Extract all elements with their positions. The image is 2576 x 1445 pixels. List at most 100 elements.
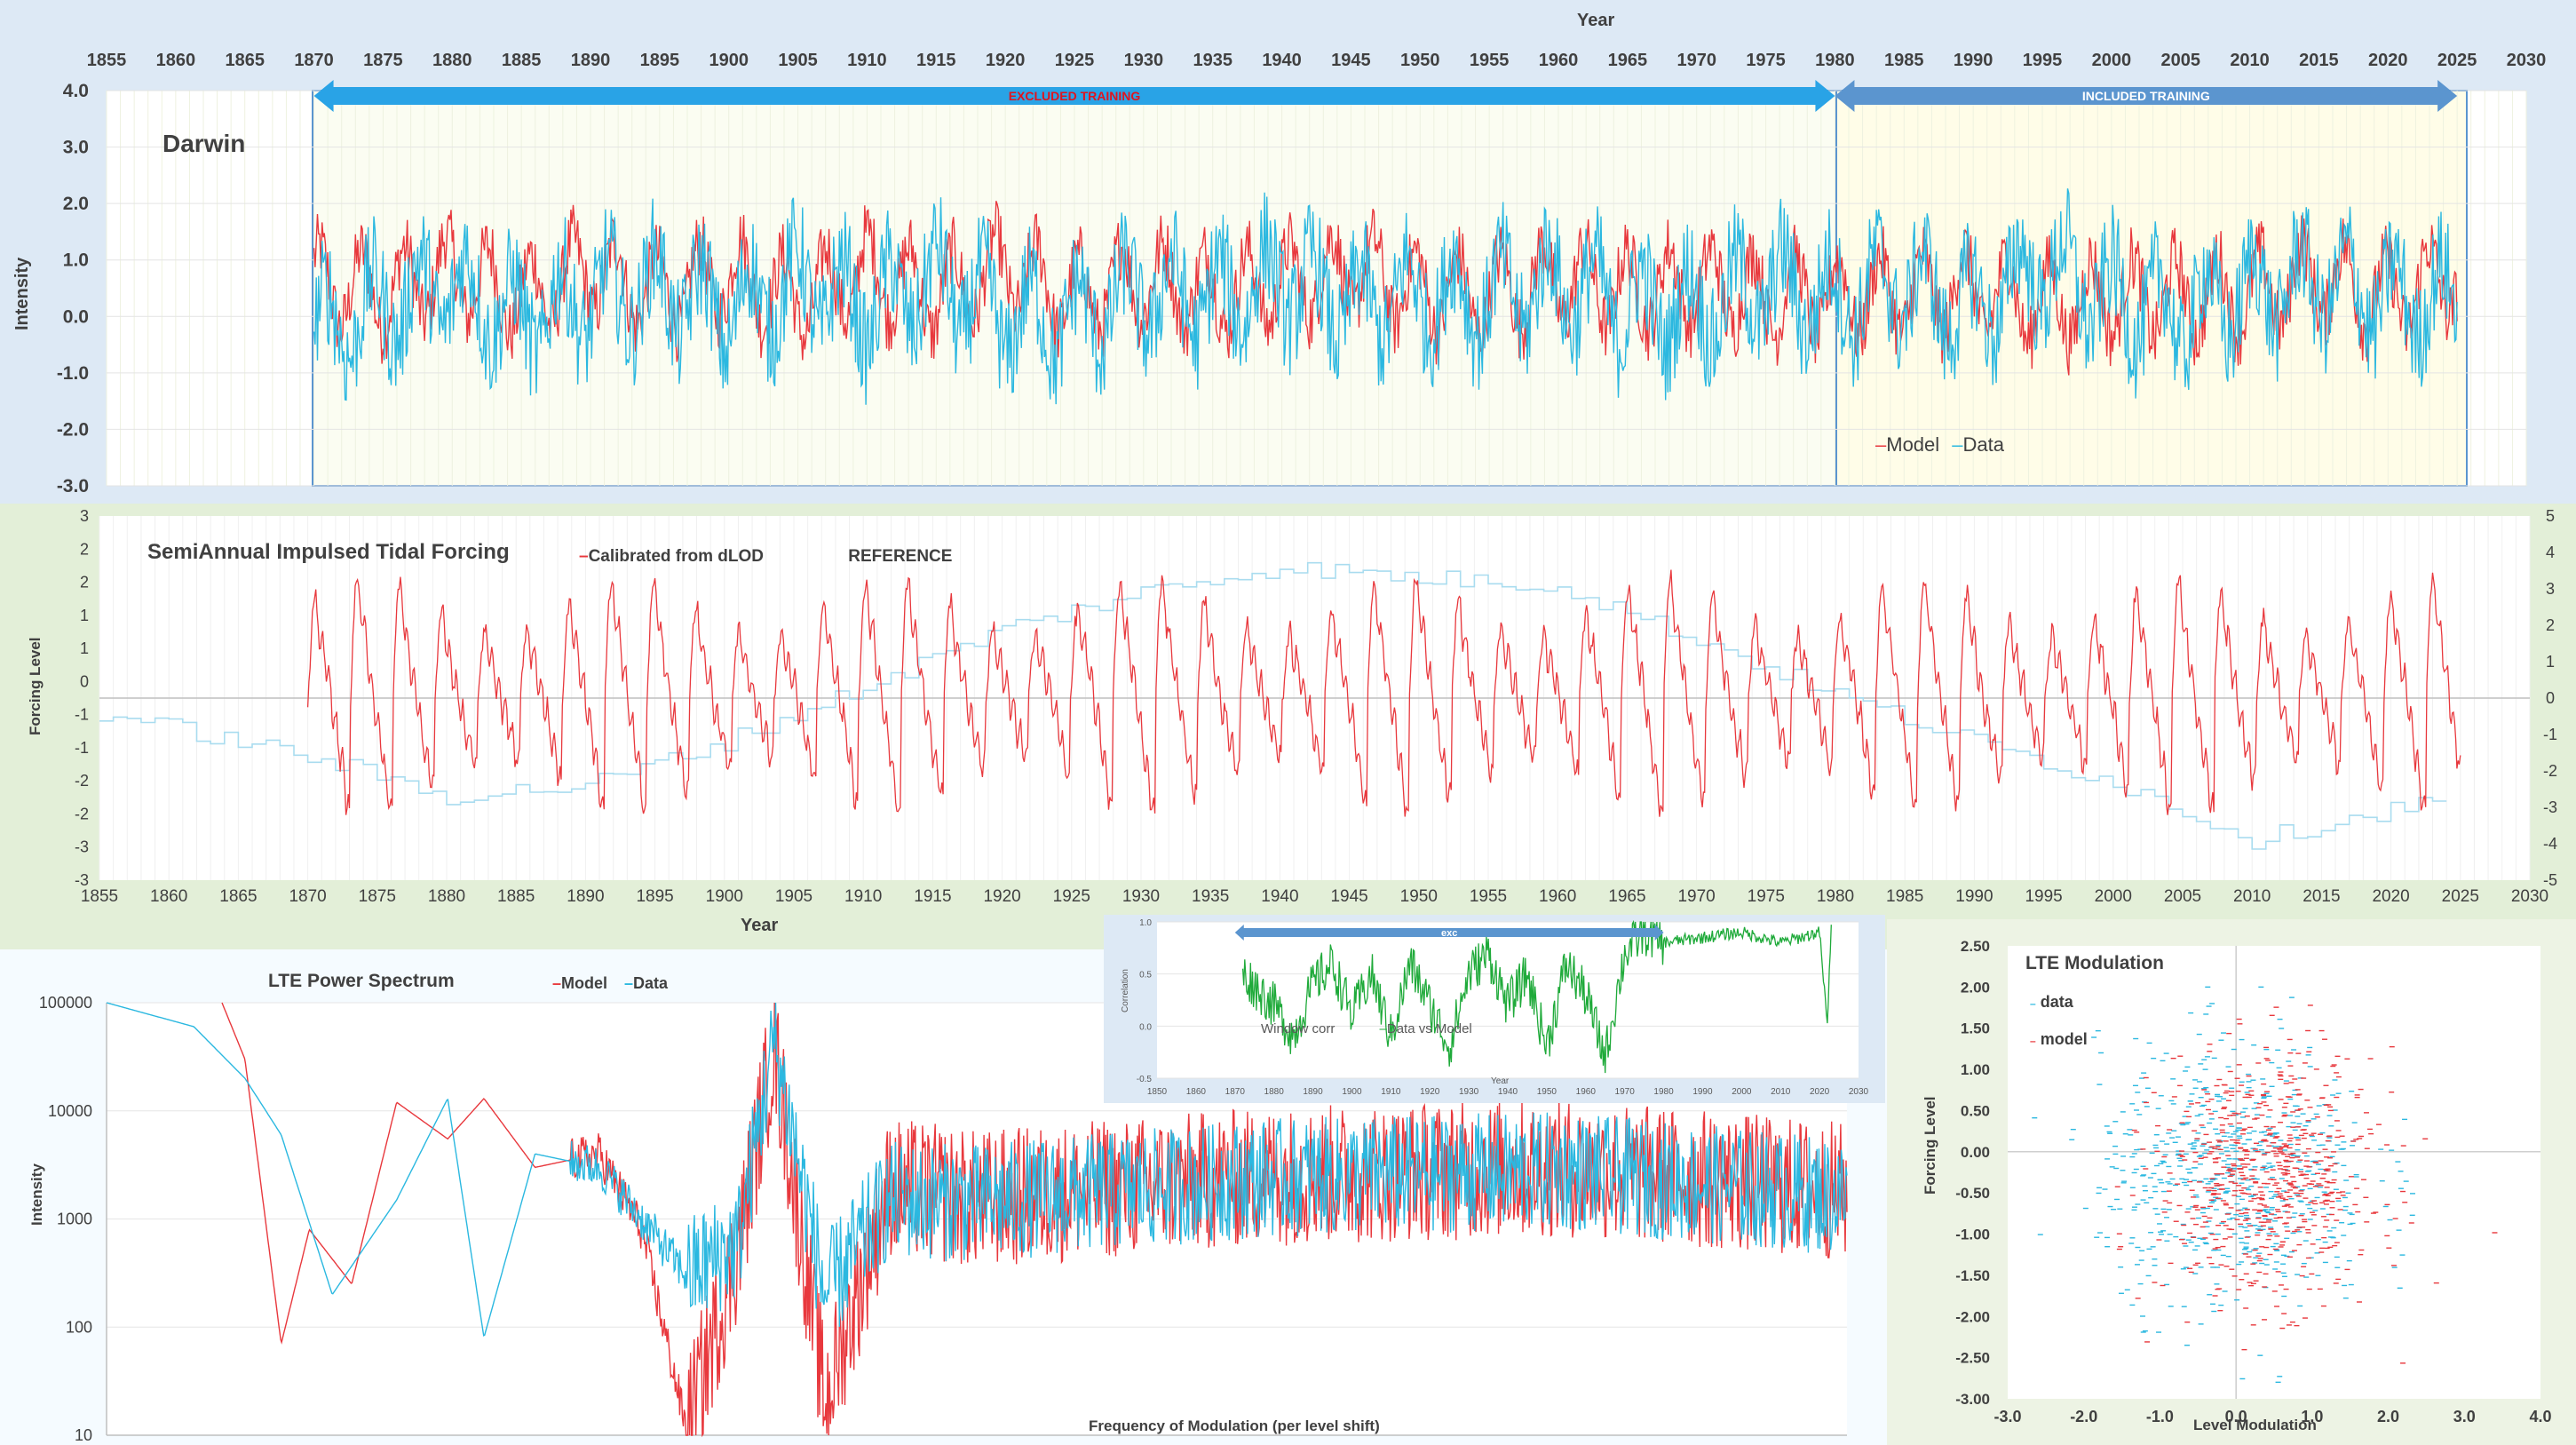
x-tick-label: 1970 bbox=[1677, 887, 1715, 906]
y-tick-label: -2.50 bbox=[1955, 1350, 1990, 1367]
x-tick-label: 1935 bbox=[1193, 51, 1233, 70]
y-tick-label: -3.00 bbox=[1955, 1391, 1990, 1408]
x-tick-label: 1885 bbox=[497, 887, 535, 906]
x-tick-label: 1.0 bbox=[2301, 1408, 2323, 1425]
darwin-chart: EXCLUDED TRAINING INCLUDED TRAINING 1855 1… bbox=[57, 51, 2547, 496]
spectrum-x-axis-label: Frequency of Modulation (per level shift… bbox=[1089, 1417, 1380, 1434]
legend-spectrum-model-swatch: – bbox=[552, 974, 562, 992]
x-tick-label: 2010 bbox=[2230, 51, 2270, 70]
x-tick-label: 1950 bbox=[1400, 51, 1440, 70]
x-tick-label: 1970 bbox=[1615, 1087, 1636, 1097]
y-tick-label: 1 bbox=[80, 639, 89, 657]
x-tick-label: 1890 bbox=[567, 887, 604, 906]
legend-spectrum-data-label: Data bbox=[633, 974, 669, 992]
y-tick-label: -1.0 bbox=[57, 363, 89, 384]
x-tick-label: 1975 bbox=[1748, 887, 1785, 906]
forcing-legend: –Calibrated from dLOD REFERENCE bbox=[579, 547, 952, 567]
x-tick-label: 1945 bbox=[1330, 887, 1367, 906]
x-tick-label: 1895 bbox=[636, 887, 673, 906]
x-tick-label: 1905 bbox=[778, 51, 818, 70]
y-tick-label: 3.0 bbox=[63, 138, 89, 158]
x-tick-label: 1985 bbox=[1884, 51, 1924, 70]
spectrum-chart-title: LTE Power Spectrum bbox=[268, 971, 455, 991]
x-tick-label: 1965 bbox=[1608, 51, 1648, 70]
y2-tick-label: -5 bbox=[2543, 871, 2557, 889]
legend-calibrated-label: Calibrated from dLOD bbox=[588, 547, 764, 566]
x-tick-label: 2025 bbox=[2437, 51, 2477, 70]
x-tick-label: 1940 bbox=[1498, 1087, 1518, 1097]
series-line-calibrated bbox=[306, 569, 2461, 817]
y-tick-label: 3 bbox=[80, 507, 89, 525]
y-tick-label: 2.0 bbox=[63, 194, 89, 214]
y2-tick-label: 5 bbox=[2546, 507, 2555, 525]
x-tick-label: 1965 bbox=[1608, 887, 1645, 906]
x-tick-label: 2000 bbox=[2092, 51, 2132, 70]
spectrum-legend: –Model –Data bbox=[552, 974, 668, 993]
y-tick-label: -3.0 bbox=[57, 476, 89, 496]
x-tick-label: 1980 bbox=[1815, 51, 1855, 70]
legend-model-swatch: – bbox=[1875, 433, 1887, 456]
x-tick-label: 2020 bbox=[2372, 887, 2409, 906]
x-tick-label: 1955 bbox=[1470, 887, 1507, 906]
y2-tick-label: 1 bbox=[2546, 653, 2555, 671]
y-tick-label: -1.50 bbox=[1955, 1267, 1990, 1284]
darwin-y-axis-label: Intensity bbox=[12, 257, 32, 330]
training-region-label: EXCLUDED TRAINING bbox=[1009, 89, 1141, 103]
x-tick-label: 2030 bbox=[2507, 51, 2547, 70]
forcing-y-axis-label: Forcing Level bbox=[27, 637, 44, 735]
x-tick-label: -1.0 bbox=[2146, 1408, 2174, 1425]
legend-data-label: Data bbox=[1962, 433, 2005, 456]
x-tick-label: 1995 bbox=[2025, 887, 2062, 906]
legend-modulation-model-label: model bbox=[2040, 1030, 2088, 1048]
x-tick-label: 2005 bbox=[2160, 51, 2200, 70]
x-tick-label: 2015 bbox=[2303, 887, 2340, 906]
x-tick-label: 1960 bbox=[1576, 1087, 1597, 1097]
x-tick-label: 1855 bbox=[81, 887, 118, 906]
forcing-chart: 1855 1860 1865 1870 1875 1880 1885 1890 1895 1900… bbox=[75, 507, 2557, 906]
legend-modulation-data: – data bbox=[2030, 984, 2088, 1021]
y2-tick-label: 4 bbox=[2546, 544, 2555, 561]
y-tick-label: -2.0 bbox=[57, 419, 89, 440]
y-tick-label: -0.50 bbox=[1955, 1185, 1990, 1202]
x-tick-label: 1915 bbox=[914, 887, 951, 906]
x-tick-label: 2025 bbox=[2442, 887, 2479, 906]
x-tick-label: 1990 bbox=[1692, 1087, 1713, 1097]
x-tick-label: 1980 bbox=[1817, 887, 1854, 906]
y2-tick-label: -1 bbox=[2543, 726, 2557, 743]
legend-reference-label: REFERENCE bbox=[848, 547, 953, 566]
y-tick-label: 0 bbox=[80, 672, 89, 690]
legend-spectrum-data-swatch: – bbox=[624, 974, 634, 992]
x-tick-label: 1960 bbox=[1539, 887, 1576, 906]
y-tick-label: -3 bbox=[75, 871, 89, 889]
legend-spectrum-model-label: Model bbox=[561, 974, 608, 992]
window-correlation-chart: 1850 1860 1870 1880 1890 1900 1910 1920 1930 1940… bbox=[1104, 915, 1885, 1103]
x-tick-label: 3.0 bbox=[2453, 1408, 2476, 1425]
x-tick-label: 1860 bbox=[1186, 1087, 1207, 1097]
x-tick-label: 1905 bbox=[775, 887, 812, 906]
x-tick-label: 1880 bbox=[432, 51, 472, 70]
y-tick-label: 0.0 bbox=[63, 306, 89, 327]
y-tick-label: 1.00 bbox=[1961, 1061, 1990, 1078]
y-tick-label: 1.50 bbox=[1961, 1020, 1990, 1037]
modulation-y-axis-label: Forcing Level bbox=[1922, 1096, 1938, 1195]
x-tick-label: 1925 bbox=[1055, 51, 1095, 70]
legend-model-label: Model bbox=[1886, 433, 1940, 456]
x-tick-label: -2.0 bbox=[2070, 1408, 2097, 1425]
x-tick-label: 2030 bbox=[2511, 887, 2548, 906]
legend-window-corr-label: Window corr bbox=[1261, 1021, 1336, 1036]
x-tick-label: 1865 bbox=[219, 887, 257, 906]
y-tick-label: 4.0 bbox=[63, 81, 89, 101]
excluded-band-arrow bbox=[1234, 925, 1664, 941]
x-tick-label: 1880 bbox=[428, 887, 465, 906]
y2-tick-label: 0 bbox=[2546, 689, 2555, 707]
spectrum-chart: 0.101.0010.00100.001000.0010000.00100000… bbox=[39, 994, 1848, 1444]
y2-tick-label: 3 bbox=[2546, 580, 2555, 598]
x-tick-label: 1935 bbox=[1192, 887, 1229, 906]
y-tick-label: -1.00 bbox=[1955, 1227, 1990, 1243]
series-line-data bbox=[313, 188, 2458, 405]
y2-tick-label: -3 bbox=[2543, 798, 2557, 816]
y-tick-label: -2 bbox=[75, 805, 89, 822]
darwin-x-axis-label: Year bbox=[1577, 11, 1615, 30]
y2-tick-label: -2 bbox=[2543, 762, 2557, 780]
y-tick-label: 2 bbox=[80, 540, 89, 558]
